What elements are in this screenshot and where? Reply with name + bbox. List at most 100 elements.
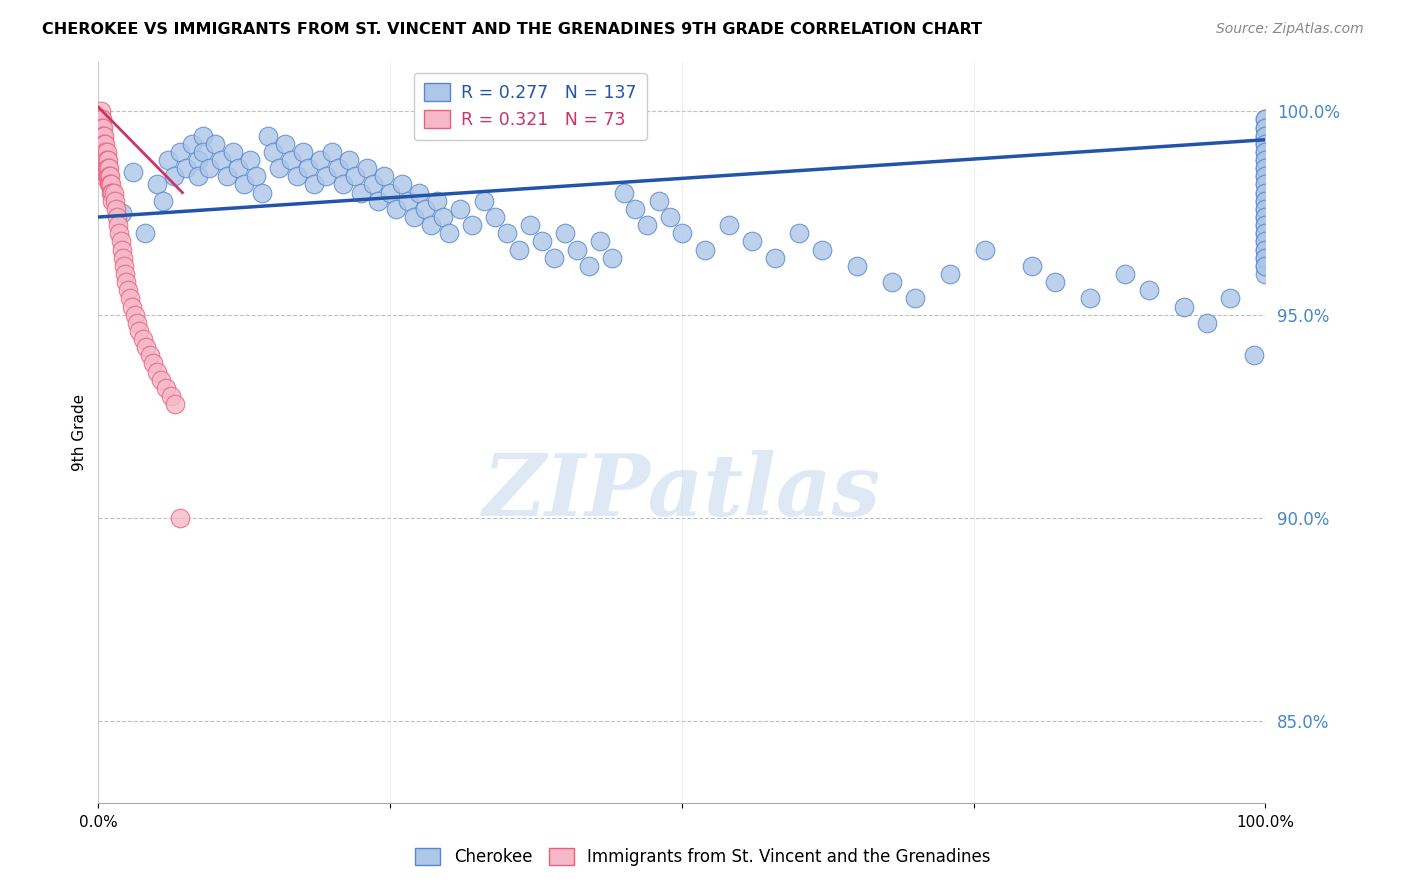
- Point: [1254, 169, 1277, 184]
- Text: Source: ZipAtlas.com: Source: ZipAtlas.com: [1216, 22, 1364, 37]
- Y-axis label: 9th Grade: 9th Grade: [72, 394, 87, 471]
- Point: [96, 161, 118, 176]
- Point: [215, 169, 238, 184]
- Point: [1254, 218, 1277, 232]
- Point: [103, 186, 125, 200]
- Point: [146, 365, 169, 379]
- Point: [91, 153, 114, 167]
- Point: [408, 186, 430, 200]
- Point: [396, 194, 419, 208]
- Point: [132, 332, 155, 346]
- Point: [108, 227, 131, 241]
- Point: [350, 186, 373, 200]
- Point: [97, 169, 120, 184]
- Point: [297, 161, 319, 176]
- Point: [134, 227, 156, 241]
- Point: [671, 227, 693, 241]
- Point: [695, 243, 717, 257]
- Point: [228, 161, 250, 176]
- Point: [111, 206, 134, 220]
- Point: [880, 275, 903, 289]
- Point: [315, 169, 337, 184]
- Point: [118, 292, 141, 306]
- Point: [361, 178, 384, 192]
- Point: [115, 275, 138, 289]
- Point: [1254, 202, 1277, 216]
- Legend: R = 0.277   N = 137, R = 0.321   N = 73: R = 0.277 N = 137, R = 0.321 N = 73: [413, 72, 647, 140]
- Point: [262, 145, 284, 159]
- Point: [1137, 283, 1160, 297]
- Point: [1254, 112, 1277, 127]
- Point: [1254, 161, 1277, 176]
- Point: [1254, 202, 1277, 216]
- Point: [1254, 186, 1277, 200]
- Point: [155, 381, 177, 395]
- Point: [193, 145, 215, 159]
- Point: [974, 243, 997, 257]
- Point: [111, 251, 134, 265]
- Point: [344, 169, 367, 184]
- Point: [402, 210, 425, 224]
- Point: [1254, 136, 1277, 151]
- Point: [233, 178, 256, 192]
- Point: [90, 104, 112, 119]
- Point: [1254, 120, 1277, 135]
- Point: [159, 389, 181, 403]
- Point: [157, 153, 180, 167]
- Point: [1254, 194, 1277, 208]
- Point: [391, 178, 413, 192]
- Point: [1080, 292, 1102, 306]
- Point: [449, 202, 471, 216]
- Point: [91, 136, 114, 151]
- Point: [496, 227, 519, 241]
- Point: [565, 243, 588, 257]
- Point: [600, 251, 623, 265]
- Point: [90, 145, 112, 159]
- Point: [90, 128, 112, 143]
- Point: [117, 283, 139, 297]
- Point: [285, 169, 308, 184]
- Point: [90, 136, 112, 151]
- Point: [432, 210, 454, 224]
- Point: [250, 186, 273, 200]
- Point: [332, 178, 354, 192]
- Point: [90, 136, 112, 151]
- Point: [717, 218, 740, 232]
- Point: [647, 194, 669, 208]
- Point: [1254, 243, 1277, 257]
- Point: [1254, 145, 1277, 159]
- Point: [90, 128, 112, 143]
- Point: [93, 153, 115, 167]
- Point: [437, 227, 460, 241]
- Point: [97, 169, 120, 184]
- Point: [904, 292, 927, 306]
- Point: [104, 202, 127, 216]
- Point: [174, 161, 197, 176]
- Point: [326, 161, 349, 176]
- Point: [1195, 316, 1218, 330]
- Point: [1254, 210, 1277, 224]
- Point: [1045, 275, 1067, 289]
- Point: [1254, 136, 1277, 151]
- Point: [624, 202, 647, 216]
- Point: [104, 194, 127, 208]
- Point: [472, 194, 495, 208]
- Point: [107, 218, 129, 232]
- Point: [221, 145, 243, 159]
- Point: [1254, 235, 1277, 249]
- Point: [165, 397, 187, 411]
- Text: ZIPatlas: ZIPatlas: [482, 450, 882, 533]
- Point: [385, 202, 408, 216]
- Point: [122, 165, 145, 179]
- Point: [94, 145, 117, 159]
- Point: [97, 161, 120, 176]
- Point: [169, 145, 191, 159]
- Point: [787, 227, 810, 241]
- Point: [1254, 259, 1277, 273]
- Point: [101, 194, 124, 208]
- Point: [659, 210, 682, 224]
- Point: [1254, 153, 1277, 167]
- Point: [93, 145, 115, 159]
- Point: [291, 145, 314, 159]
- Point: [413, 202, 436, 216]
